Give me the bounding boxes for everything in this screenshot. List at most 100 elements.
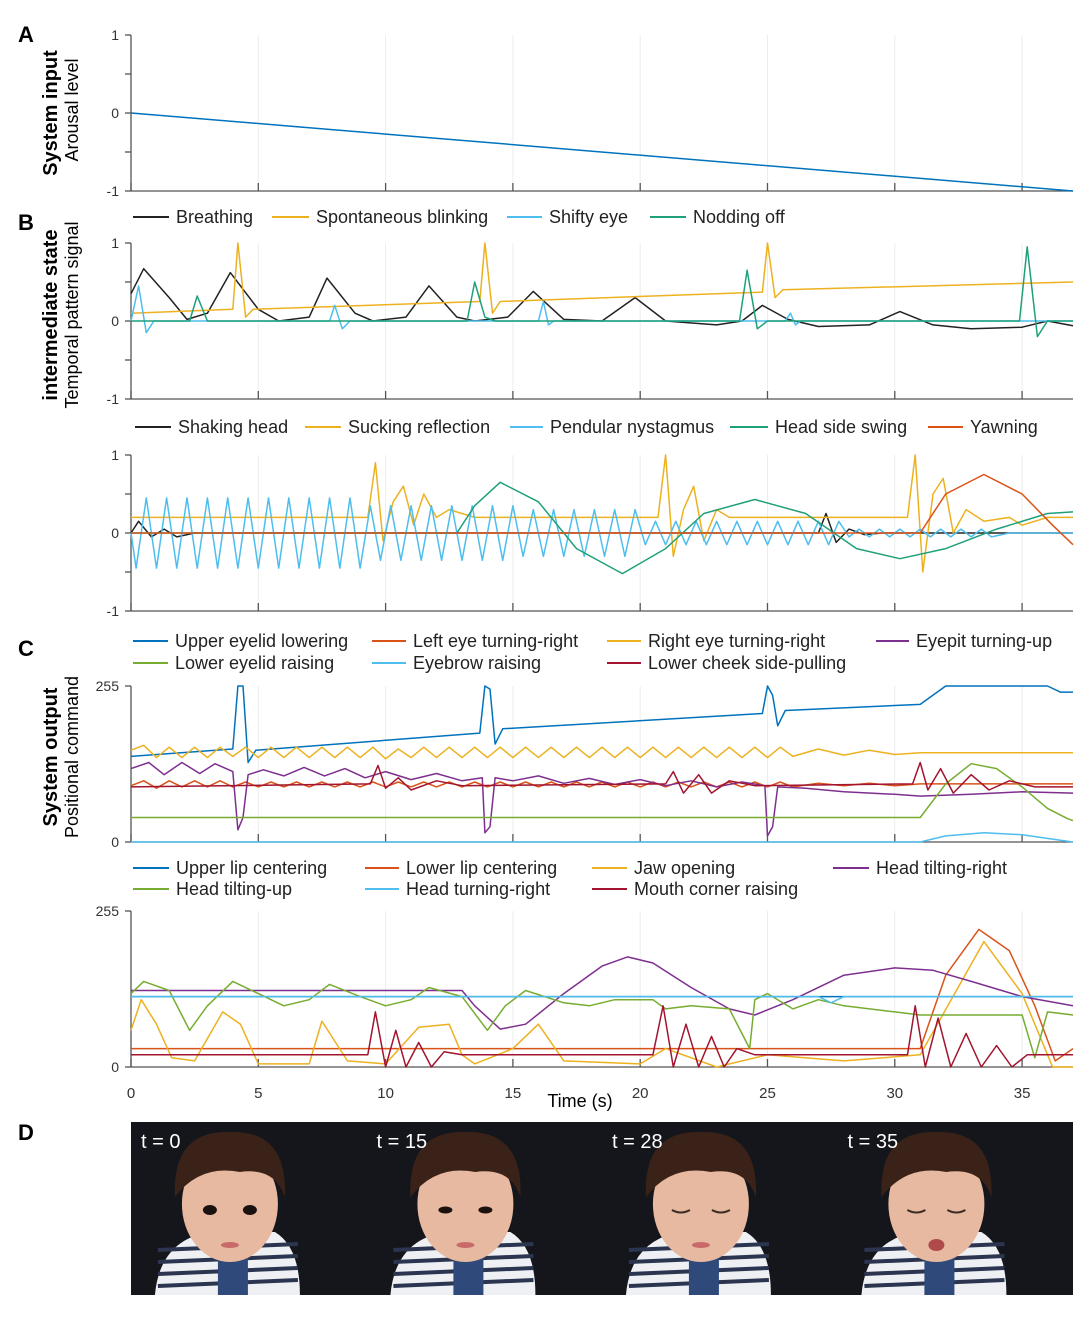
x-tick-label: 15 bbox=[505, 1085, 522, 1102]
legend-label: Head tilting-right bbox=[876, 858, 1007, 878]
series-line-arousal-level bbox=[130, 112, 1074, 192]
robot-face-photo: t = 15 bbox=[366, 1122, 602, 1295]
legend-item: Eyepit turning-up bbox=[876, 631, 1052, 651]
y-tick-label: 0 bbox=[111, 525, 119, 541]
photo-time-label: t = 0 bbox=[141, 1131, 180, 1153]
eye bbox=[946, 1209, 966, 1214]
legend-item: Upper lip centering bbox=[133, 858, 327, 878]
axis-title-b-sub: Temporal pattern signal bbox=[62, 221, 82, 408]
x-tick-label: 10 bbox=[377, 1085, 394, 1102]
y-tick-label: 0 bbox=[111, 1059, 119, 1075]
legend-item: Right eye turning-right bbox=[607, 631, 825, 651]
robot-face-photo: t = 28 bbox=[602, 1122, 838, 1295]
legend-item: Spontaneous blinking bbox=[272, 207, 488, 227]
photo-time-label: t = 28 bbox=[612, 1131, 663, 1153]
mouth bbox=[456, 1242, 475, 1248]
legend-item: Breathing bbox=[133, 207, 253, 227]
photo-time-label: t = 35 bbox=[848, 1131, 899, 1153]
y-tick-label: 0 bbox=[111, 313, 119, 329]
y-tick-label: 255 bbox=[96, 903, 120, 919]
legend-item: Head turning-right bbox=[365, 879, 550, 899]
y-tick-label: -1 bbox=[107, 603, 120, 619]
axis-title-b-bold: intermediate state bbox=[40, 229, 62, 400]
face bbox=[888, 1146, 985, 1262]
x-tick-label: 0 bbox=[127, 1085, 135, 1102]
chart-panel-b1: -1 0 1 Breathing Spontaneous blinking Shifty … bbox=[107, 207, 1074, 407]
eye bbox=[906, 1209, 926, 1214]
series-line-nodding-off bbox=[131, 246, 1073, 338]
legend-item: Lower lip centering bbox=[365, 858, 557, 878]
legend-label: Upper eyelid lowering bbox=[175, 631, 348, 651]
y-tick-label: 0 bbox=[111, 834, 119, 850]
legend-item: Mouth corner raising bbox=[592, 879, 798, 899]
axis-title-a-sub: Arousal level bbox=[62, 58, 82, 161]
eye bbox=[711, 1209, 731, 1214]
legend-item: Jaw opening bbox=[592, 858, 735, 878]
hair bbox=[410, 1131, 521, 1197]
legend-label: Eyebrow raising bbox=[413, 653, 541, 673]
series-line-lower-eyelid-raising bbox=[131, 762, 1074, 822]
y-tick-label: -1 bbox=[107, 183, 120, 199]
y-tick-label: 1 bbox=[111, 27, 119, 43]
series-line-spontaneous-blinking bbox=[130, 242, 1074, 318]
legend-label: Lower cheek side-pulling bbox=[648, 653, 846, 673]
chart-panel-a: -1 0 1 bbox=[107, 27, 1074, 199]
panel-label-d: D bbox=[18, 1120, 34, 1145]
y-tick-label: 0 bbox=[111, 105, 119, 121]
legend-label: Left eye turning-right bbox=[413, 631, 578, 651]
x-axis-label: Time (s) bbox=[547, 1091, 612, 1111]
legend-label: Lower lip centering bbox=[406, 858, 557, 878]
eye bbox=[478, 1206, 493, 1214]
legend-label: Head tilting-up bbox=[176, 879, 292, 899]
series-line-right-eye-turning-right bbox=[130, 744, 1073, 760]
photo-time-label: t = 15 bbox=[377, 1131, 428, 1153]
y-tick-label: 1 bbox=[111, 235, 119, 251]
legend-label: Head turning-right bbox=[406, 879, 550, 899]
legend-item: Left eye turning-right bbox=[372, 631, 578, 651]
face bbox=[652, 1146, 749, 1262]
legend-item: Head tilting-right bbox=[833, 858, 1007, 878]
legend-label: Eyepit turning-up bbox=[916, 631, 1052, 651]
axis-title-c-bold: System output bbox=[40, 687, 62, 826]
series-line-head-side-swing bbox=[131, 481, 1074, 575]
panel-label-a: A bbox=[18, 22, 34, 47]
legend-item: Yawning bbox=[928, 417, 1038, 437]
series-line-head-tilting-right bbox=[131, 956, 1074, 1030]
mouth bbox=[928, 1239, 945, 1251]
mouth bbox=[691, 1242, 710, 1248]
series-line-eyebrow-raising bbox=[131, 832, 1074, 843]
hair bbox=[645, 1131, 757, 1197]
eye bbox=[438, 1206, 453, 1214]
legend-label: Jaw opening bbox=[634, 858, 735, 878]
series-line-breathing bbox=[130, 267, 1074, 330]
legend-item: Sucking reflection bbox=[305, 417, 490, 437]
series-line-upper-eyelid-lowering bbox=[130, 685, 1073, 764]
series-line-head-tilting-up bbox=[130, 980, 1074, 1059]
legend-item: Eyebrow raising bbox=[372, 653, 541, 673]
legend-item: Lower cheek side-pulling bbox=[607, 653, 846, 673]
x-tick-label: 25 bbox=[759, 1085, 776, 1102]
x-tick-label: 5 bbox=[254, 1085, 262, 1102]
series-line-mouth-corner-raising bbox=[131, 1005, 1073, 1068]
eye bbox=[242, 1205, 257, 1215]
x-tick-label: 30 bbox=[886, 1085, 903, 1102]
series-line-lower-lip-centering bbox=[131, 928, 1074, 1062]
axis-title-c-sub: Positional command bbox=[62, 676, 82, 838]
y-tick-label: 255 bbox=[96, 678, 120, 694]
legend-label: Shifty eye bbox=[549, 207, 628, 227]
photo-strip: t = 0 t = 15 t = 28 t = 35 bbox=[131, 1122, 1073, 1295]
legend-label: Shaking head bbox=[178, 417, 288, 437]
legend-label: Lower eyelid raising bbox=[175, 653, 334, 673]
legend-label: Breathing bbox=[176, 207, 253, 227]
legend-label: Nodding off bbox=[693, 207, 786, 227]
series-line-sucking-reflection bbox=[131, 454, 1073, 573]
robot-face-photo: t = 35 bbox=[837, 1122, 1073, 1295]
series-line-head-turning-right bbox=[131, 995, 1073, 1004]
chart-panel-c2: 0 5 10 15 20 25 30 35 0 255 Upper lip centering Low… bbox=[96, 858, 1074, 1102]
series-line-lower-cheek-side-pulling bbox=[130, 761, 1073, 794]
legend-label: Mouth corner raising bbox=[634, 879, 798, 899]
eye bbox=[671, 1209, 691, 1214]
hair bbox=[174, 1131, 286, 1197]
legend-label: Head side swing bbox=[775, 417, 907, 437]
